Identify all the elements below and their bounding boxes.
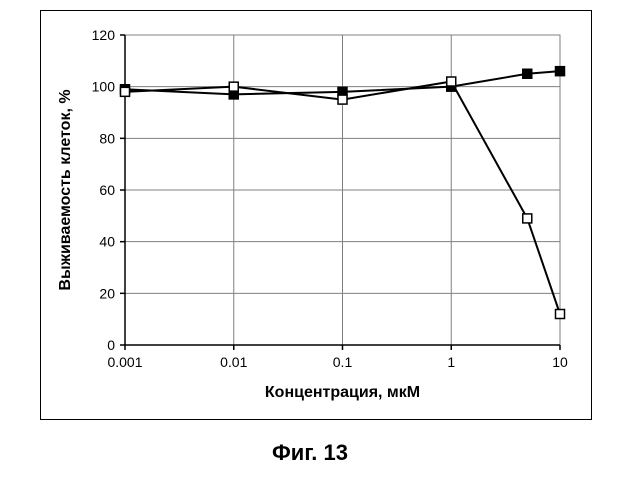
- series-open-marker: [229, 82, 238, 91]
- tick-label-y: 120: [92, 27, 116, 43]
- y-axis-label: Выживаемость клеток, %: [57, 89, 74, 290]
- tick-label-y: 100: [92, 79, 116, 95]
- tick-label-y: 80: [99, 130, 115, 146]
- series-open-marker: [121, 87, 130, 96]
- series-open-marker: [447, 77, 456, 86]
- tick-label-y: 20: [99, 285, 115, 301]
- x-axis-label: Концентрация, мкМ: [265, 384, 420, 401]
- tick-label-y: 60: [99, 182, 115, 198]
- series-open-marker: [338, 95, 347, 104]
- chart-container: 0 20 40 60 80 100 120 0.001 0.01 0.1 1 10 Концентрац…: [40, 10, 590, 420]
- tick-label-x: 0.001: [107, 354, 142, 370]
- tick-label-y: 0: [107, 337, 115, 353]
- tick-label-x: 0.1: [333, 354, 353, 370]
- tick-label-x: 0.01: [220, 354, 247, 370]
- series-filled-marker: [523, 69, 532, 78]
- tick-label-y: 40: [99, 234, 115, 250]
- series-open-marker: [556, 310, 565, 319]
- tick-label-x: 1: [447, 354, 455, 370]
- figure-caption: Фиг. 13: [0, 440, 620, 466]
- series-filled-marker: [556, 67, 565, 76]
- viability-chart: 0 20 40 60 80 100 120 0.001 0.01 0.1 1 10 Концентрац…: [40, 10, 590, 420]
- series-open-marker: [523, 214, 532, 223]
- tick-label-x: 10: [552, 354, 568, 370]
